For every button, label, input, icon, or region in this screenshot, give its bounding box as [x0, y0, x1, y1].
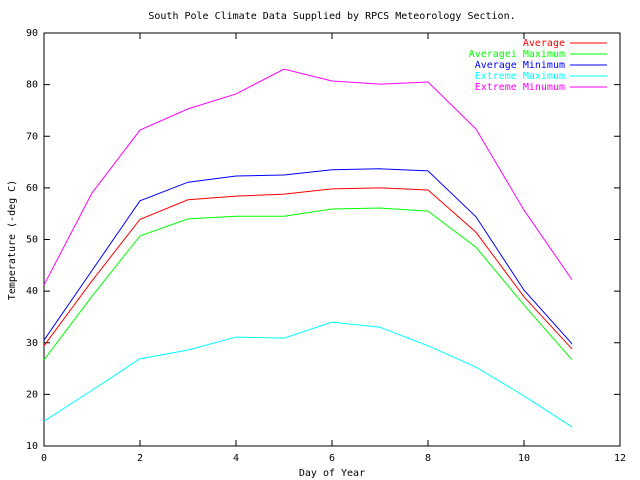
x-tick-label: 8 [425, 453, 431, 464]
y-tick-label: 10 [26, 441, 38, 452]
x-tick-label: 0 [41, 453, 47, 464]
chart-title: South Pole Climate Data Supplied by RPCS… [148, 11, 515, 22]
legend-label: Averagei Maximum [469, 49, 565, 60]
y-tick-label: 30 [26, 338, 38, 349]
x-tick-label: 12 [614, 453, 626, 464]
plot-frame [43, 32, 621, 447]
y-tick-label: 50 [26, 235, 38, 246]
legend-label: Extreme Minumum [475, 82, 565, 93]
y-tick-label: 70 [26, 131, 38, 142]
x-tick-label: 4 [233, 453, 239, 464]
y-tick-label: 80 [26, 80, 38, 91]
y-tick-label: 20 [26, 389, 38, 400]
legend-label: Average [523, 38, 565, 49]
x-axis-label: Day of Year [299, 468, 365, 479]
x-tick-label: 2 [137, 453, 143, 464]
y-tick-label: 90 [26, 28, 38, 39]
series-line [43, 187, 573, 350]
series-line [43, 321, 573, 428]
legend-label: Extreme Maximum [475, 71, 565, 82]
series-line [43, 68, 573, 286]
y-tick-label: 60 [26, 183, 38, 194]
legend-label: Average Minimum [475, 60, 565, 71]
y-tick-label: 40 [26, 286, 38, 297]
x-tick-label: 6 [329, 453, 335, 464]
x-tick-label: 10 [518, 453, 530, 464]
series-line [43, 168, 573, 345]
y-axis-label: Temperature (-deg C) [7, 180, 18, 300]
series-line [43, 207, 573, 361]
